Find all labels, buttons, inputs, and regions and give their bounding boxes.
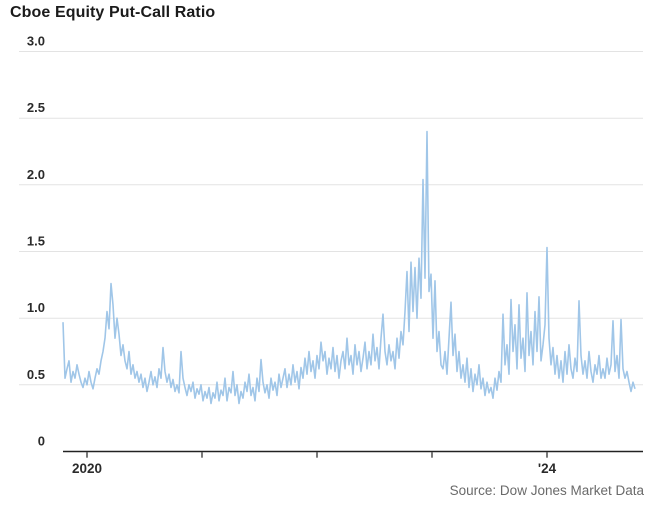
y-axis-tick-label: 0.5 [27, 367, 45, 382]
y-axis-tick-label: 1.0 [27, 300, 45, 315]
chart-title: Cboe Equity Put-Call Ratio [10, 4, 216, 21]
y-axis-tick-label: 2.5 [27, 100, 45, 115]
source-attribution: Source: Dow Jones Market Data [449, 483, 644, 498]
y-axis-tick-label: 0 [38, 434, 45, 449]
x-axis-tick-label: 2020 [72, 461, 102, 476]
y-axis-tick-label: 3.0 [27, 34, 45, 49]
y-axis-tick-label: 2.0 [27, 167, 45, 182]
x-axis-tick-label: '24 [538, 461, 557, 476]
y-axis-tick-label: 1.5 [27, 234, 45, 249]
ratio-series-line [62, 130, 636, 405]
